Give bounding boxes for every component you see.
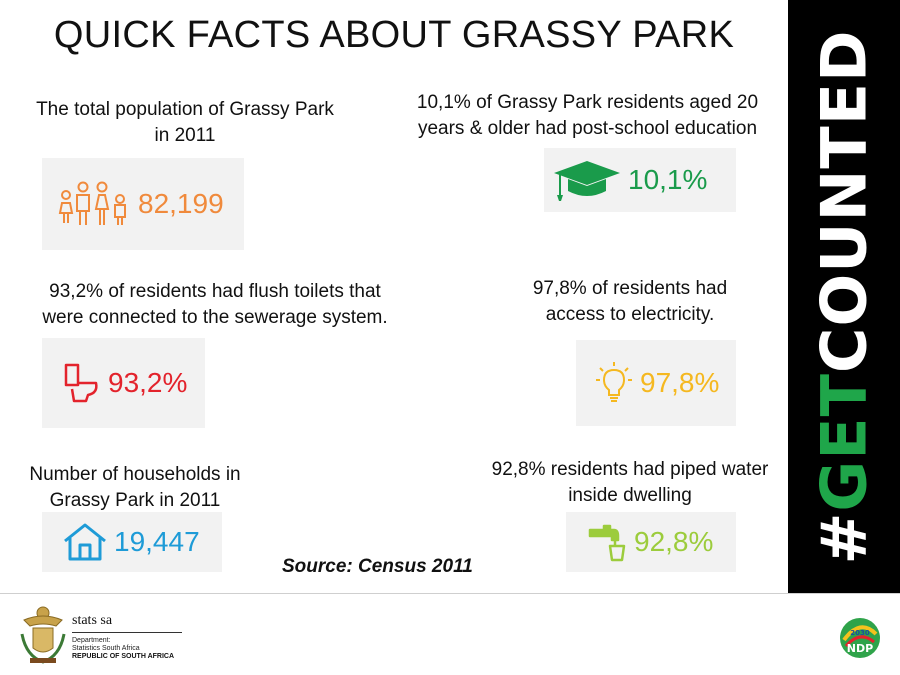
source-note: Source: Census 2011 bbox=[282, 556, 473, 577]
toilet-icon bbox=[64, 363, 98, 403]
education-tile: 10,1% bbox=[544, 148, 736, 212]
house-icon bbox=[64, 523, 106, 561]
population-value: 82,199 bbox=[138, 188, 224, 219]
households-caption: Number of households in Grassy Park in 2… bbox=[29, 464, 241, 511]
tap-icon bbox=[588, 524, 626, 562]
footer-divider bbox=[0, 593, 900, 594]
water-caption: 92,8% residents had piped water inside d… bbox=[491, 459, 769, 506]
water-value: 92,8% bbox=[634, 526, 714, 557]
ndp-label: NDP bbox=[847, 642, 873, 655]
get-counted-text: #GETCOUNTED bbox=[807, 28, 881, 565]
lightbulb-icon bbox=[596, 362, 632, 402]
graduation-cap-icon bbox=[554, 161, 620, 201]
education-caption: 10,1% of Grassy Park residents aged 20 y… bbox=[416, 92, 759, 139]
get-counted-banner: #GETCOUNTED bbox=[788, 0, 900, 593]
toilets-value: 93,2% bbox=[108, 367, 188, 398]
toilets-tile: 93,2% bbox=[42, 338, 205, 428]
page-title: QUICK FACTS ABOUT GRASSY PARK bbox=[53, 14, 735, 56]
toilets-caption: 93,2% of residents had flush toilets tha… bbox=[42, 281, 388, 328]
households-tile: 19,447 bbox=[42, 512, 222, 572]
people-icon bbox=[58, 181, 126, 225]
electricity-tile: 97,8% bbox=[576, 340, 736, 426]
water-tile: 92,8% bbox=[566, 512, 736, 572]
stats-sa-logo: stats sa Department: Statistics South Af… bbox=[72, 613, 182, 660]
households-value: 19,447 bbox=[114, 526, 200, 557]
population-caption: The total population of Grassy Park in 2… bbox=[36, 99, 334, 146]
coat-of-arms-icon bbox=[20, 606, 66, 664]
ndp-logo: 2030 NDP bbox=[840, 618, 880, 658]
population-tile: 82,199 bbox=[42, 158, 244, 250]
electricity-caption: 97,8% of residents had access to electri… bbox=[532, 278, 728, 325]
education-value: 10,1% bbox=[628, 164, 708, 195]
electricity-value: 97,8% bbox=[640, 367, 720, 398]
ndp-year: 2030 bbox=[850, 629, 870, 637]
